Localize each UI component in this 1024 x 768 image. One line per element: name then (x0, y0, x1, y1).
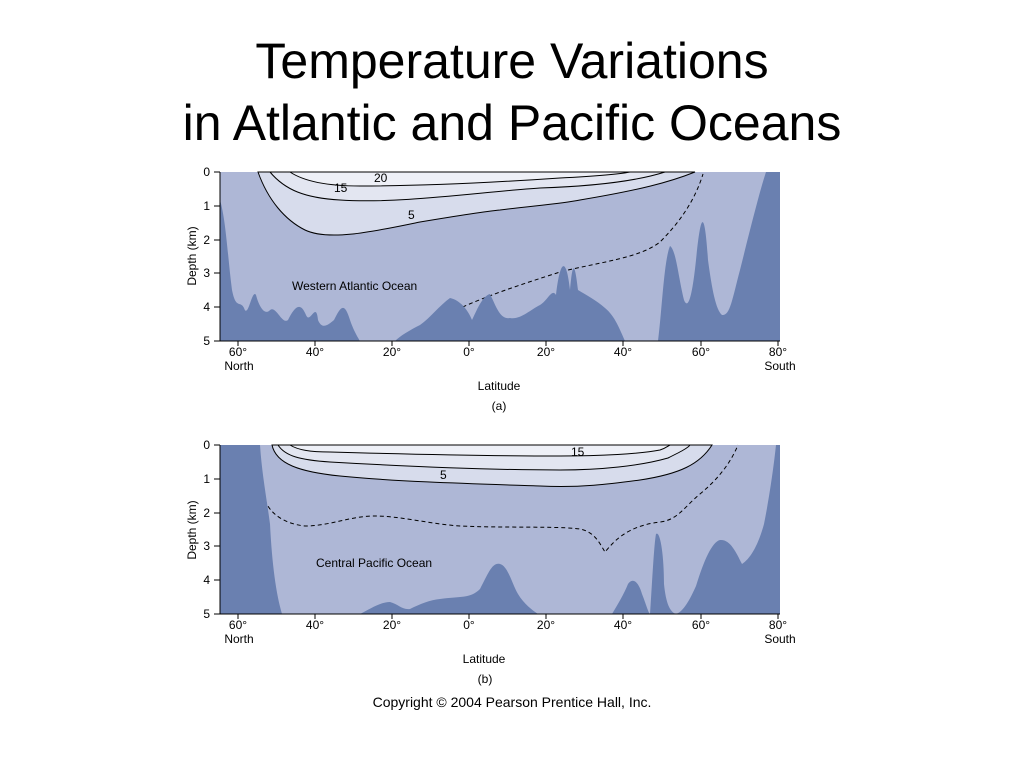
seafloor-left (220, 445, 282, 614)
x-ticks (237, 614, 779, 619)
x-tick-label-60n: 60° (229, 345, 247, 359)
x-tick-label-20n: 20° (383, 345, 401, 359)
x-tick-label-60n: 60° (229, 618, 247, 632)
y-tick-label-2: 2 (203, 506, 210, 520)
x-tick-label-40n: 40° (306, 618, 324, 632)
y-ticks (214, 171, 220, 342)
x-tick-label-0: 0° (463, 345, 475, 359)
y-tick-label-1: 1 (203, 199, 210, 213)
seafloor-mid (360, 563, 538, 614)
contour-label-15: 15 (334, 181, 348, 195)
y-ticks (214, 444, 220, 615)
contour-band-20 (288, 171, 631, 187)
ocean-label: Central Pacific Ocean (316, 556, 432, 570)
seafloor-mid (395, 266, 625, 341)
x-sub-label-south: South (764, 632, 795, 646)
copyright-notice: Copyright © 2004 Pearson Prentice Hall, … (372, 694, 652, 710)
y-tick-label-0: 0 (203, 165, 210, 179)
slide-title-line-2: in Atlantic and Pacific Oceans (182, 95, 842, 151)
x-tick-label-20n: 20° (383, 618, 401, 632)
y-tick-label-2: 2 (203, 233, 210, 247)
x-tick-label-0: 0° (463, 618, 475, 632)
y-tick-label-1: 1 (203, 472, 210, 486)
x-tick-label-20s: 20° (537, 618, 555, 632)
x-tick-label-40s: 40° (614, 618, 632, 632)
seafloor-right (658, 172, 780, 341)
contour-label-20: 20 (374, 171, 388, 185)
x-sub-label-north: North (224, 632, 253, 646)
x-sub-label-north: North (224, 359, 253, 373)
x-axis-label: Latitude (478, 379, 521, 393)
y-axis-label: Depth (km) (185, 500, 199, 559)
y-tick-label-0: 0 (203, 438, 210, 452)
contour-label-15: 15 (571, 445, 585, 459)
y-tick-label-4: 4 (203, 300, 210, 314)
x-tick-label-60s: 60° (692, 618, 710, 632)
y-tick-label-5: 5 (203, 334, 210, 348)
ocean-label: Western Atlantic Ocean (292, 279, 417, 293)
panel-tag: (b) (478, 672, 493, 686)
x-tick-label-20s: 20° (537, 345, 555, 359)
y-tick-label-3: 3 (203, 539, 210, 553)
contour-label-5: 5 (408, 208, 415, 222)
panel-tag: (a) (492, 399, 507, 413)
seafloor-right (612, 445, 780, 614)
slide-title: Temperature Variations in Atlantic and P… (0, 30, 1024, 154)
x-sub-label-south: South (764, 359, 795, 373)
x-axis-label: Latitude (463, 652, 506, 666)
x-tick-label-60s: 60° (692, 345, 710, 359)
atlantic-section-diagram: 20 15 5 Western Atlantic Ocean 0 1 2 3 4… (185, 165, 796, 413)
y-tick-label-3: 3 (203, 266, 210, 280)
contour-band-15 (288, 444, 671, 457)
x-ticks (237, 341, 779, 346)
x-tick-label-80s: 80° (769, 618, 787, 632)
pacific-section-diagram: 15 5 Central Pacific Ocean 0 1 2 3 4 5 D… (185, 438, 796, 686)
y-tick-label-5: 5 (203, 607, 210, 621)
slide-title-line-1: Temperature Variations (255, 33, 769, 89)
contour-label-5: 5 (440, 468, 447, 482)
y-tick-label-4: 4 (203, 573, 210, 587)
y-axis-label: Depth (km) (185, 226, 199, 285)
x-tick-label-40n: 40° (306, 345, 324, 359)
seafloor-left (220, 200, 360, 341)
x-tick-label-40s: 40° (614, 345, 632, 359)
x-tick-label-80s: 80° (769, 345, 787, 359)
isotherm-dashed-line (264, 444, 739, 553)
